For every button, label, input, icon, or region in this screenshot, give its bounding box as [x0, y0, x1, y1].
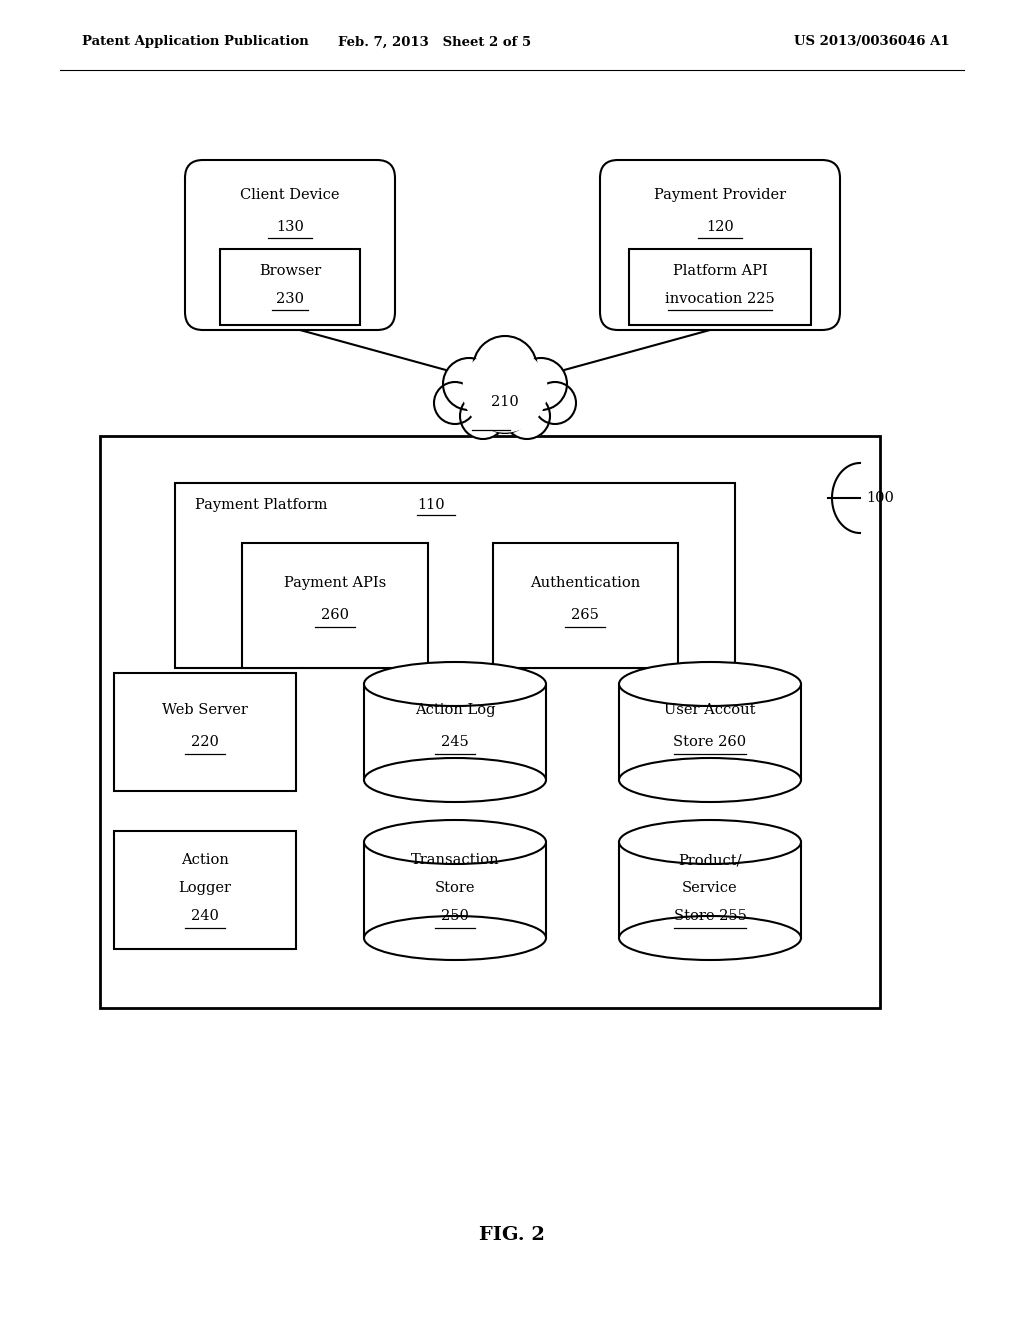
Text: US 2013/0036046 A1: US 2013/0036046 A1: [795, 36, 950, 49]
Text: Logger: Logger: [178, 880, 231, 895]
Bar: [618, 842, 801, 939]
Bar: [493, 543, 678, 668]
Bar: [618, 684, 801, 780]
Text: Client Device: Client Device: [241, 187, 340, 202]
Text: 260: 260: [321, 609, 349, 622]
Circle shape: [443, 358, 495, 411]
Text: Action: Action: [181, 853, 229, 867]
Text: 250: 250: [441, 909, 469, 923]
Text: Patent Application Publication: Patent Application Publication: [82, 36, 309, 49]
Bar: [364, 842, 546, 939]
Ellipse shape: [618, 663, 801, 706]
Text: Payment Provider: Payment Provider: [654, 187, 786, 202]
FancyBboxPatch shape: [185, 160, 395, 330]
Circle shape: [534, 381, 575, 424]
Ellipse shape: [364, 820, 546, 865]
Circle shape: [515, 358, 567, 411]
Text: Platform API: Platform API: [673, 264, 767, 279]
Bar: [220, 249, 360, 325]
Bar: [243, 543, 427, 668]
Ellipse shape: [618, 820, 801, 865]
Text: 230: 230: [276, 292, 304, 306]
Circle shape: [460, 393, 506, 440]
Text: Transaction: Transaction: [411, 853, 500, 867]
Bar: [114, 832, 296, 949]
Bar: [175, 483, 735, 668]
Text: 265: 265: [571, 609, 599, 622]
FancyBboxPatch shape: [600, 160, 840, 330]
Text: 220: 220: [191, 735, 219, 748]
Text: Product/: Product/: [678, 853, 741, 867]
Text: Payment APIs: Payment APIs: [284, 576, 386, 590]
Text: invocation 225: invocation 225: [666, 292, 775, 306]
Text: Feb. 7, 2013   Sheet 2 of 5: Feb. 7, 2013 Sheet 2 of 5: [339, 36, 531, 49]
Text: Authentication: Authentication: [529, 576, 640, 590]
Text: 130: 130: [276, 220, 304, 234]
Ellipse shape: [618, 916, 801, 960]
Text: 120: 120: [707, 220, 734, 234]
Ellipse shape: [364, 916, 546, 960]
Text: 210: 210: [492, 395, 519, 409]
Text: User Accout: User Accout: [665, 704, 756, 717]
Bar: [629, 249, 811, 325]
Text: Payment Platform: Payment Platform: [195, 498, 328, 512]
Circle shape: [473, 337, 537, 400]
Text: 100: 100: [866, 491, 894, 506]
Circle shape: [504, 393, 550, 440]
Text: Browser: Browser: [259, 264, 322, 279]
Ellipse shape: [364, 758, 546, 803]
Text: 110: 110: [417, 498, 444, 512]
Text: 245: 245: [441, 735, 469, 748]
Circle shape: [434, 381, 476, 424]
Ellipse shape: [618, 758, 801, 803]
Text: 240: 240: [191, 909, 219, 923]
Text: Action Log: Action Log: [415, 704, 496, 717]
Text: Service: Service: [682, 880, 738, 895]
Bar: [100, 436, 880, 1008]
Text: Web Server: Web Server: [162, 704, 248, 717]
Text: Store 260: Store 260: [674, 735, 746, 748]
Bar: [364, 684, 546, 780]
Circle shape: [463, 348, 547, 432]
Bar: [114, 673, 296, 791]
Ellipse shape: [364, 663, 546, 706]
Text: Store: Store: [435, 880, 475, 895]
Text: Store 255: Store 255: [674, 909, 746, 923]
Text: FIG. 2: FIG. 2: [479, 1226, 545, 1243]
Circle shape: [478, 379, 532, 433]
